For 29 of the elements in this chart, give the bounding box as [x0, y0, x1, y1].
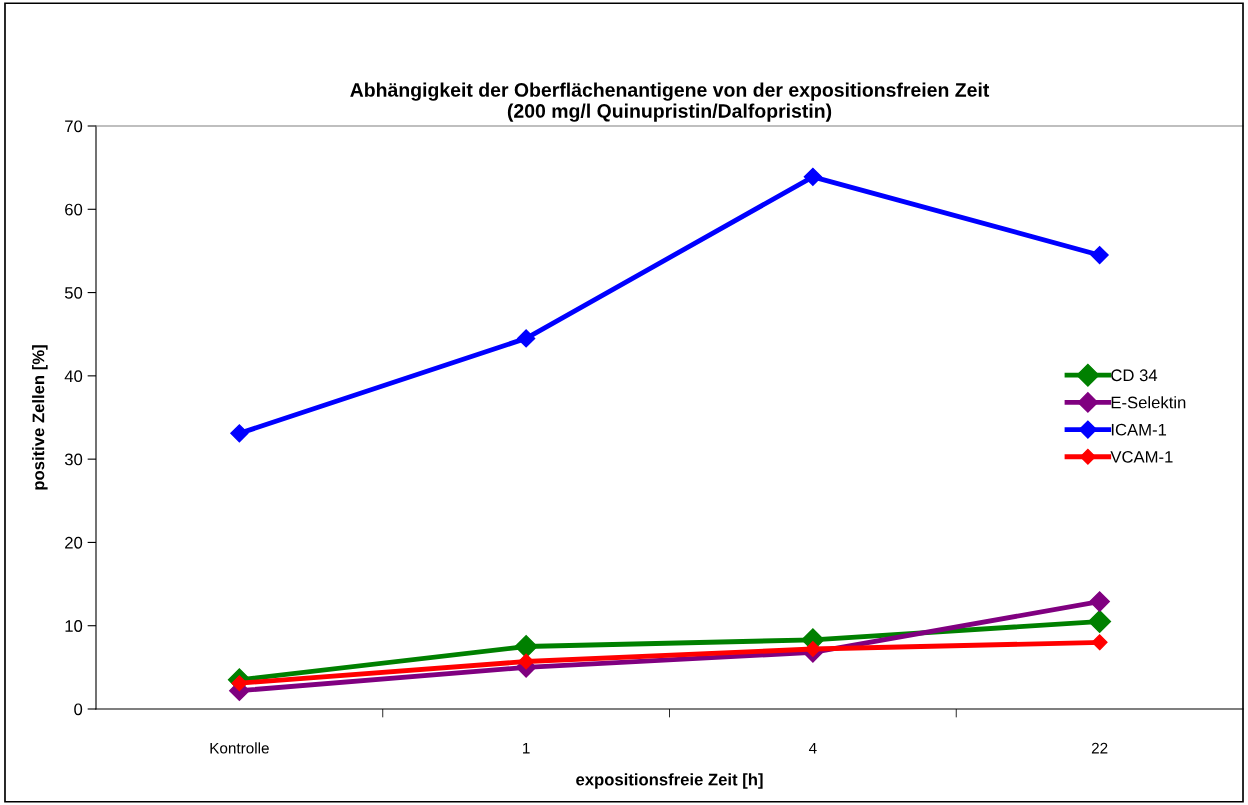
point: [803, 167, 823, 186]
x-tick-label: 1: [523, 742, 530, 754]
y-tick-label: 30: [64, 453, 83, 466]
y-tick-label: 50: [64, 286, 83, 299]
y-tick-label: 20: [65, 536, 83, 549]
point: [1088, 610, 1112, 634]
point: [518, 653, 535, 670]
x-axis-title: expositionsfreie Zeit [h]: [576, 773, 763, 789]
point: [1091, 634, 1108, 651]
legend-label: E-Selektin: [1111, 396, 1186, 409]
x-tick-label: Kontrolle: [210, 742, 269, 754]
y-tick-label: 0: [74, 703, 83, 716]
x-tick-label: 22: [1091, 742, 1108, 754]
chart-title: Abhängigkeit der Oberflächenantigene von der expositionsfreien Zeit (200 mg/l Quinupristin/Dalfopristin): [350, 82, 990, 122]
point: [514, 635, 538, 659]
y-tick-label: 60: [65, 203, 83, 216]
y-tick-label: 70: [65, 120, 83, 133]
y-axis-title: positive Zellen [%]: [32, 345, 48, 490]
y-tick-label: 40: [64, 370, 83, 383]
legend-label: CD 34: [1111, 369, 1158, 382]
x-tick-label: 4: [808, 742, 817, 754]
legend-label: VCAM-1: [1110, 450, 1173, 463]
point: [516, 329, 536, 348]
legend-label: ICAM-1: [1111, 423, 1167, 436]
point: [1090, 245, 1109, 265]
y-tick-label: 10: [65, 620, 83, 632]
point: [1089, 591, 1110, 612]
point: [804, 641, 821, 657]
point: [230, 424, 249, 443]
